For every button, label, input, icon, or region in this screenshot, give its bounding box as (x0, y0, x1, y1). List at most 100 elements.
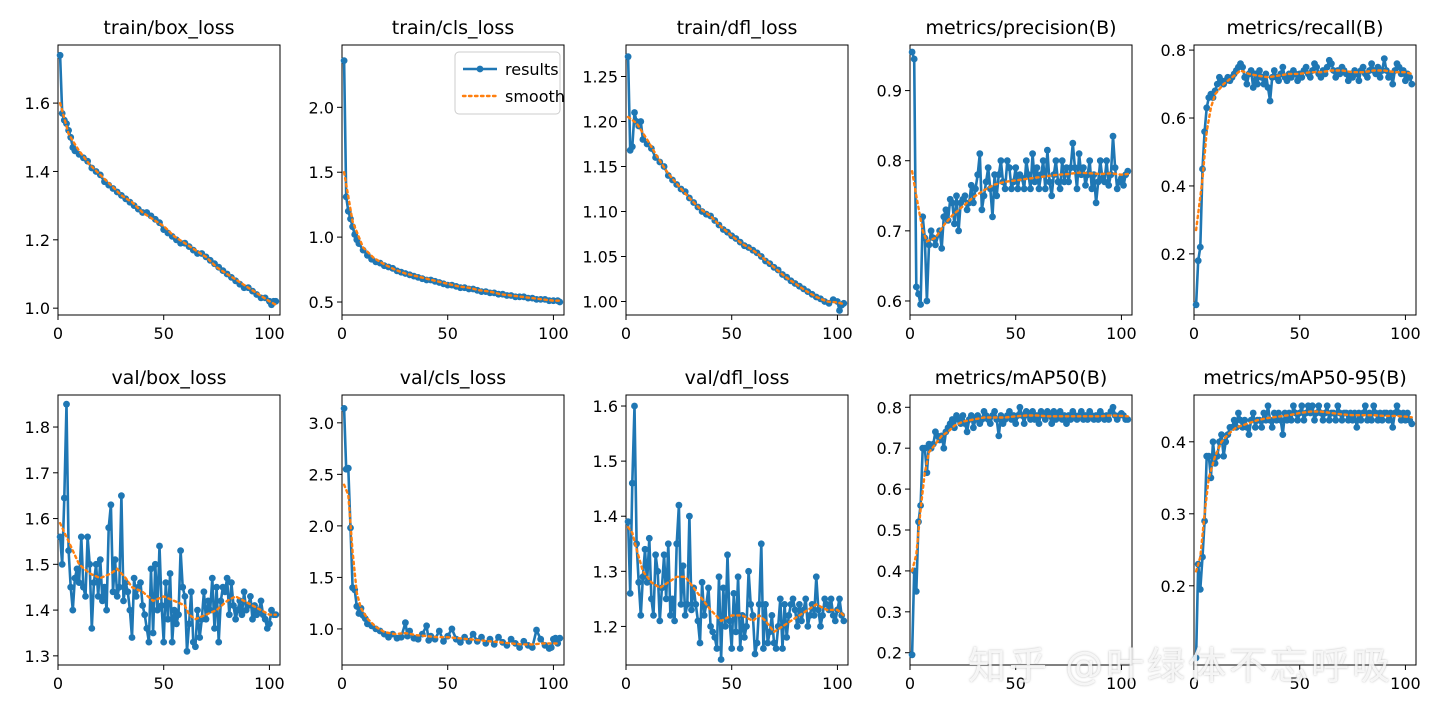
y-tick-label: 0.8 (877, 152, 902, 171)
results-point (970, 199, 977, 207)
results-point (637, 118, 645, 125)
results-point (972, 185, 979, 193)
results-point (1092, 199, 1100, 207)
results-point (643, 578, 651, 586)
results-point (683, 601, 691, 608)
results-point (240, 588, 248, 596)
results-point (58, 560, 66, 568)
y-tick-label: 1.0 (25, 299, 50, 318)
x-tick-label: 0 (905, 324, 915, 343)
results-point (1050, 408, 1058, 415)
results-point (266, 620, 273, 628)
results-point (1279, 63, 1287, 71)
results-point (770, 639, 778, 647)
x-tick-label: 0 (53, 674, 63, 693)
results-point (961, 192, 969, 200)
results-point (810, 612, 818, 619)
results-point (414, 635, 422, 643)
results-point (730, 590, 738, 597)
results-point (667, 612, 674, 619)
results-point (238, 611, 246, 619)
results-point (77, 533, 85, 541)
results-point (1196, 586, 1204, 593)
y-tick-label: 1.00 (582, 293, 618, 312)
results-point (1109, 132, 1117, 140)
results-point (1025, 171, 1032, 179)
x-tick-label: 100 (822, 674, 853, 693)
results-point (995, 432, 1003, 440)
plot-frame (909, 44, 1133, 316)
results-point (628, 479, 636, 487)
y-tick-label: 0.8 (1161, 41, 1186, 60)
subplot-title: val/cls_loss (400, 367, 506, 389)
results-point (1027, 185, 1034, 193)
results-point (149, 629, 157, 637)
results-point (99, 597, 106, 605)
results-point (516, 644, 523, 651)
smooth-series-line (626, 115, 845, 306)
x-tick-label: 50 (154, 324, 174, 343)
y-tick-label: 1.3 (593, 562, 618, 581)
results-point (749, 612, 757, 619)
results-point (132, 593, 140, 600)
results-point (1120, 181, 1127, 189)
results-point (804, 623, 812, 630)
results-point (232, 615, 240, 623)
y-tick-label: 1.8 (25, 418, 50, 437)
results-point (175, 611, 182, 619)
results-point (1222, 438, 1230, 446)
results-point (664, 540, 672, 548)
results-point (164, 615, 172, 623)
y-tick-label: 0.6 (877, 292, 902, 311)
x-tick-label: 50 (438, 674, 458, 693)
results-point (1408, 80, 1416, 88)
results-point (921, 444, 929, 452)
x-tick-label: 100 (1390, 674, 1421, 693)
results-point (1218, 431, 1225, 438)
results-point (963, 206, 971, 214)
results-point (162, 579, 170, 586)
results-point (75, 579, 83, 586)
results-point (168, 638, 176, 646)
results-point (624, 53, 632, 61)
y-tick-label: 1.20 (582, 113, 618, 132)
results-point (760, 645, 767, 652)
results-point (910, 55, 918, 63)
y-tick-label: 0.6 (877, 480, 902, 499)
subplot-title: train/cls_loss (392, 17, 514, 39)
results-point (829, 612, 837, 619)
results-point (60, 494, 68, 502)
results-point (938, 245, 946, 252)
results-point (1105, 416, 1113, 423)
results-point (1270, 67, 1278, 74)
results-point (56, 51, 64, 59)
results-point (762, 601, 769, 608)
results-point (940, 444, 948, 452)
legend-results-label: results (505, 60, 559, 79)
results-point (1071, 164, 1079, 172)
results-point (741, 634, 748, 641)
results-point (204, 597, 212, 605)
results-point (819, 612, 826, 619)
y-tick-label: 0.2 (1161, 577, 1186, 596)
results-point (1376, 73, 1384, 81)
x-tick-label: 100 (254, 674, 285, 693)
results-point (719, 584, 727, 592)
results-point (528, 644, 536, 651)
results-point (654, 567, 662, 575)
results-point (109, 588, 117, 596)
results-point (1245, 431, 1253, 438)
results-point (1196, 243, 1204, 251)
results-point (840, 617, 848, 625)
results-point (698, 578, 706, 586)
results-point (1309, 402, 1316, 410)
plot-frame (341, 44, 565, 316)
results-point (679, 562, 687, 570)
results-point (1408, 420, 1416, 428)
results-point (728, 645, 736, 652)
results-point (1364, 73, 1371, 81)
results-point (181, 593, 189, 600)
y-tick-label: 0.3 (877, 603, 902, 622)
x-tick-label: 0 (905, 674, 915, 693)
results-point (1016, 403, 1024, 411)
